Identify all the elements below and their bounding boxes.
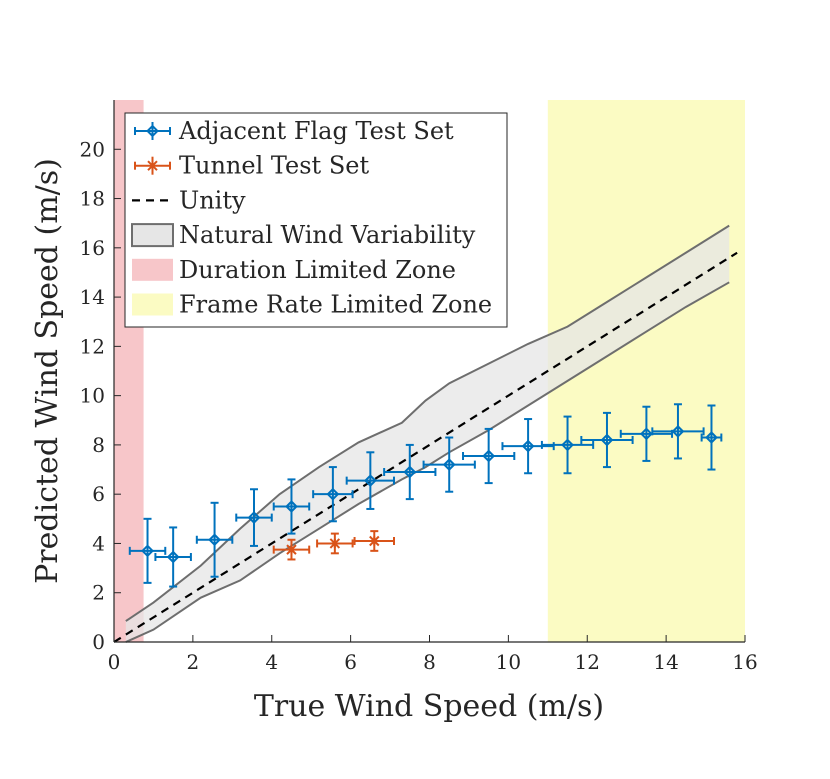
legend-item: Adjacent Flag Test Set — [134, 117, 454, 145]
adjacent-marker — [141, 544, 154, 558]
x-tick-label: 6 — [344, 650, 357, 674]
adjacent-point — [619, 405, 674, 462]
unity-line — [113, 251, 738, 643]
legend-item: Frame Rate Limited Zone — [132, 291, 492, 319]
tunnel-point — [353, 530, 396, 552]
tunnel-marker — [329, 538, 341, 549]
legend-item: Duration Limited Zone — [132, 256, 456, 284]
y-tick-label: 4 — [92, 531, 105, 555]
x-tick-label: 0 — [108, 650, 121, 674]
y-tick-label: 12 — [80, 334, 105, 358]
adjacent-point — [383, 443, 437, 501]
adjacent-marker — [521, 439, 535, 453]
adjacent-point — [312, 466, 354, 523]
legend-item: Natural Wind Variability — [131, 221, 476, 249]
adjacent-point — [422, 436, 476, 493]
y-tick-label: 18 — [80, 187, 105, 211]
adjacent-point — [580, 411, 634, 469]
star-marker-icon — [147, 160, 158, 171]
zone-swatch-icon — [132, 293, 173, 316]
adjacent-marker — [561, 438, 574, 452]
adjacent-point — [345, 451, 396, 510]
adjacent-marker — [326, 487, 340, 501]
x-tick-label: 2 — [187, 650, 200, 674]
adjacent-marker — [285, 500, 298, 513]
y-tick-label: 14 — [80, 285, 105, 309]
x-tick-label: 14 — [653, 650, 678, 674]
adjacent-point — [195, 501, 234, 578]
x-tick-label: 10 — [496, 650, 521, 674]
x-tick-label: 8 — [423, 650, 436, 674]
adjacent-point — [154, 526, 192, 588]
variability-lower-edge — [125, 281, 730, 643]
adjacent-point — [651, 403, 705, 460]
variability-band-layer — [125, 224, 730, 643]
adjacent-marker — [705, 431, 718, 444]
y-tick-label: 20 — [80, 137, 105, 161]
y-tick-label: 10 — [80, 384, 105, 408]
tunnel-marker — [286, 544, 297, 555]
legend-item: Unity — [132, 186, 246, 214]
adjacent-marker — [639, 427, 653, 441]
series-layer — [128, 403, 723, 588]
unity-line-layer — [113, 251, 738, 643]
y-tick-label: 6 — [92, 482, 105, 506]
y-axis-title: Predicted Wind Speed (m/s) — [30, 158, 65, 584]
legend-item: Tunnel Test Set — [134, 152, 369, 180]
variability-upper-edge — [125, 224, 730, 622]
legend-label: Duration Limited Zone — [179, 256, 456, 284]
tunnel-marker — [369, 535, 380, 547]
adjacent-point — [540, 415, 595, 475]
legend-label: Tunnel Test Set — [179, 152, 369, 180]
x-tick-label: 12 — [575, 650, 600, 674]
adjacent-point — [272, 478, 311, 535]
y-tick-label: 2 — [92, 581, 105, 605]
adjacent-marker — [403, 465, 417, 479]
adjacent-marker — [600, 433, 614, 447]
legend-label: Frame Rate Limited Zone — [179, 291, 492, 319]
y-tick-label: 16 — [80, 236, 105, 260]
legend-box — [124, 112, 508, 328]
x-tick-label: 4 — [265, 650, 278, 674]
adjacent-marker — [442, 458, 456, 472]
adjacent-series — [128, 403, 723, 588]
legend: Adjacent Flag Test Set Tunnel Test Set Uni… — [124, 112, 508, 328]
adjacent-point — [128, 517, 167, 584]
x-axis-title: True Wind Speed (m/s) — [254, 689, 604, 724]
diamond-marker-icon — [146, 124, 159, 138]
adjacent-marker — [208, 533, 221, 547]
x-tick-label: 16 — [732, 650, 757, 674]
adjacent-marker — [363, 474, 377, 488]
legend-label: Adjacent Flag Test Set — [178, 117, 454, 145]
adjacent-marker — [166, 550, 180, 564]
tunnel-point — [316, 532, 354, 555]
adjacent-point — [501, 418, 555, 475]
zone-swatch-icon — [132, 258, 173, 281]
tunnel-series — [272, 530, 396, 561]
y-tick-label: 8 — [92, 433, 105, 457]
adjacent-marker — [482, 449, 496, 463]
legend-label: Unity — [179, 186, 246, 214]
y-tick-label: 0 — [92, 630, 105, 654]
adjacent-point — [235, 488, 273, 547]
adjacent-marker — [671, 424, 685, 438]
adjacent-marker — [247, 511, 261, 525]
adjacent-point — [700, 404, 723, 471]
variability-band — [125, 225, 730, 643]
band-swatch-icon — [131, 223, 174, 248]
adjacent-point — [462, 427, 516, 485]
ticks-layer: 0 2 4 6 8 10 12 14 16 0 2 4 6 8 10 12 14 16 18 20 — [80, 137, 758, 674]
legend-label: Natural Wind Variability — [179, 221, 476, 249]
tunnel-point — [272, 538, 311, 561]
